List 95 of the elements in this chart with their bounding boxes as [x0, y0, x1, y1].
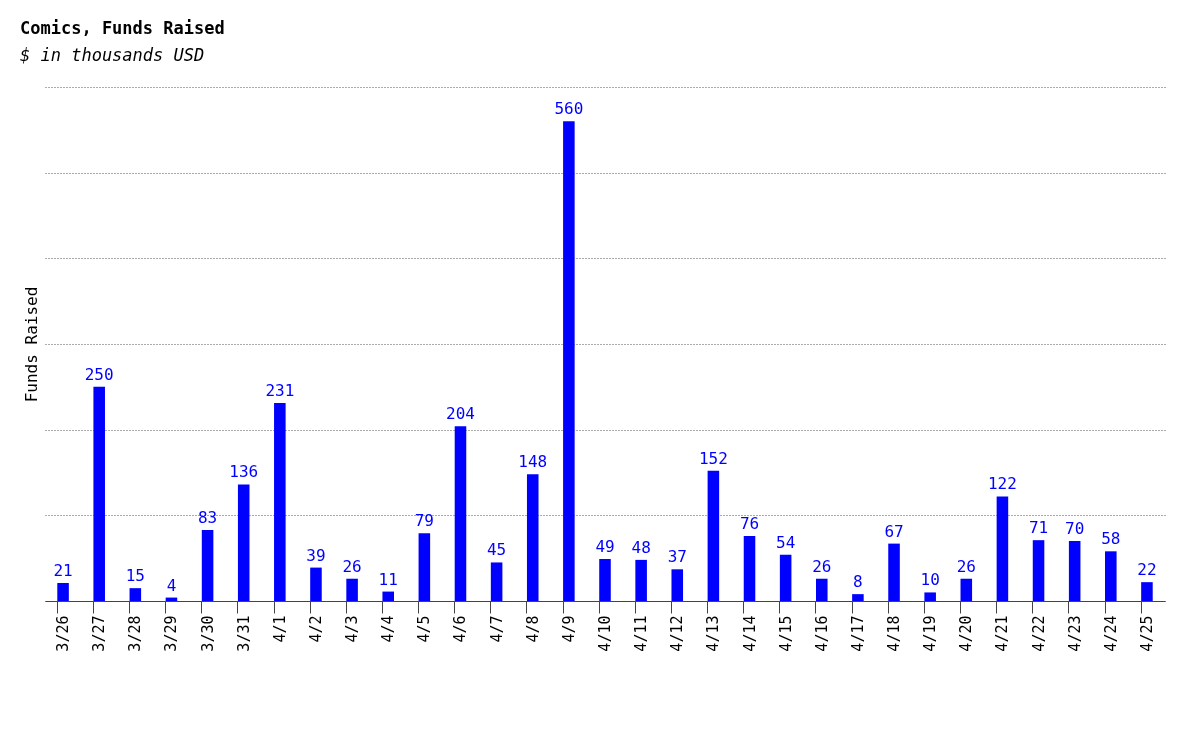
x-tick-label: 4/23 [1065, 615, 1084, 652]
x-tick-label: 4/21 [993, 615, 1012, 652]
data-label: 70 [1065, 519, 1085, 539]
bar [707, 470, 720, 601]
data-label: 58 [1101, 529, 1121, 549]
data-label: 54 [776, 532, 796, 552]
data-label: 11 [378, 569, 398, 589]
data-label: 71 [1028, 518, 1049, 538]
x-tick-label: 4/22 [1029, 615, 1048, 652]
x-tick-label: 4/18 [885, 615, 904, 652]
data-label: 67 [884, 521, 904, 541]
data-label: 26 [342, 556, 362, 576]
data-label: 204 [446, 404, 475, 424]
data-label: 26 [956, 556, 976, 576]
x-tick-label: 4/17 [848, 615, 867, 652]
bar [418, 533, 431, 601]
bar [1068, 541, 1081, 601]
data-label: 21 [53, 561, 73, 581]
x-tick-label: 4/6 [451, 615, 470, 643]
data-label: 49 [595, 537, 615, 557]
bar [852, 594, 864, 601]
bar [1105, 551, 1117, 601]
data-label: 148 [518, 452, 548, 472]
chart-title: Comics, Funds Raised [20, 18, 225, 38]
x-tick-label: 4/1 [270, 615, 289, 643]
x-tick-label: 3/30 [198, 615, 217, 652]
bar [1141, 582, 1153, 601]
x-tick-label: 4/12 [668, 615, 687, 652]
data-label: 560 [554, 99, 584, 119]
bar [57, 583, 69, 601]
bar [237, 484, 250, 601]
bar [490, 562, 503, 601]
bar [1032, 540, 1045, 601]
data-label: 39 [306, 545, 326, 565]
data-label: 79 [414, 511, 434, 531]
data-label: 136 [229, 462, 259, 482]
data-label: 83 [197, 507, 218, 527]
bar [635, 559, 647, 601]
bar [671, 569, 684, 601]
x-tick-label: 4/16 [812, 615, 831, 652]
data-label: 4 [166, 575, 177, 595]
data-label: 122 [987, 474, 1017, 494]
x-tick-label: 3/28 [126, 615, 145, 652]
data-label: 22 [1137, 560, 1157, 580]
x-tick-label: 4/13 [704, 615, 723, 652]
x-tick-label: 4/14 [740, 615, 759, 652]
bar [743, 535, 756, 601]
data-label: 250 [84, 364, 114, 384]
x-tick-label: 4/10 [596, 615, 614, 652]
x-tick-label: 4/2 [306, 615, 325, 643]
bar [346, 578, 358, 601]
bar [274, 403, 286, 601]
bar [129, 588, 142, 601]
chart-subtitle: $ in thousands USD [20, 45, 205, 65]
x-tick-label: 4/25 [1137, 615, 1156, 652]
x-tick-label: 3/27 [90, 615, 109, 652]
bar [382, 591, 395, 601]
bar [526, 474, 539, 601]
x-tick-label: 4/4 [379, 615, 398, 643]
data-label: 152 [698, 448, 728, 468]
x-tick-label: 4/20 [957, 615, 976, 652]
data-label: 48 [631, 537, 651, 557]
bar [201, 529, 214, 601]
data-label: 37 [667, 547, 687, 567]
bar [960, 578, 973, 601]
x-tick-label: 3/29 [162, 615, 181, 652]
x-tick-label: 4/5 [415, 615, 434, 643]
bar [563, 121, 575, 601]
bar [454, 426, 467, 601]
bar [996, 496, 1009, 601]
x-tick-label: 4/7 [487, 615, 506, 643]
x-tick-label: 4/3 [343, 615, 362, 643]
data-label: 231 [265, 381, 295, 401]
bar [815, 578, 828, 601]
bar [888, 543, 900, 601]
bar [924, 592, 936, 601]
data-label: 10 [920, 570, 940, 590]
x-tick-label: 4/9 [559, 615, 578, 643]
bar [93, 386, 105, 601]
x-tick-label: 4/15 [776, 615, 795, 652]
x-tick-label: 4/11 [632, 615, 651, 652]
bar [779, 554, 792, 601]
x-tick-label: 3/26 [54, 615, 73, 652]
data-label: 8 [853, 572, 863, 592]
bar [599, 559, 611, 601]
data-label: 15 [125, 566, 145, 586]
x-tick-label: 4/24 [1101, 615, 1120, 652]
bar [310, 567, 322, 601]
data-label: 45 [486, 540, 507, 560]
data-label: 26 [812, 556, 832, 576]
x-tick-label: 3/31 [234, 615, 253, 652]
x-tick-label: 4/19 [921, 615, 940, 652]
x-tick-label: 4/8 [523, 615, 542, 643]
y-axis-title: Funds Raised [21, 286, 41, 403]
data-label: 76 [739, 513, 760, 533]
